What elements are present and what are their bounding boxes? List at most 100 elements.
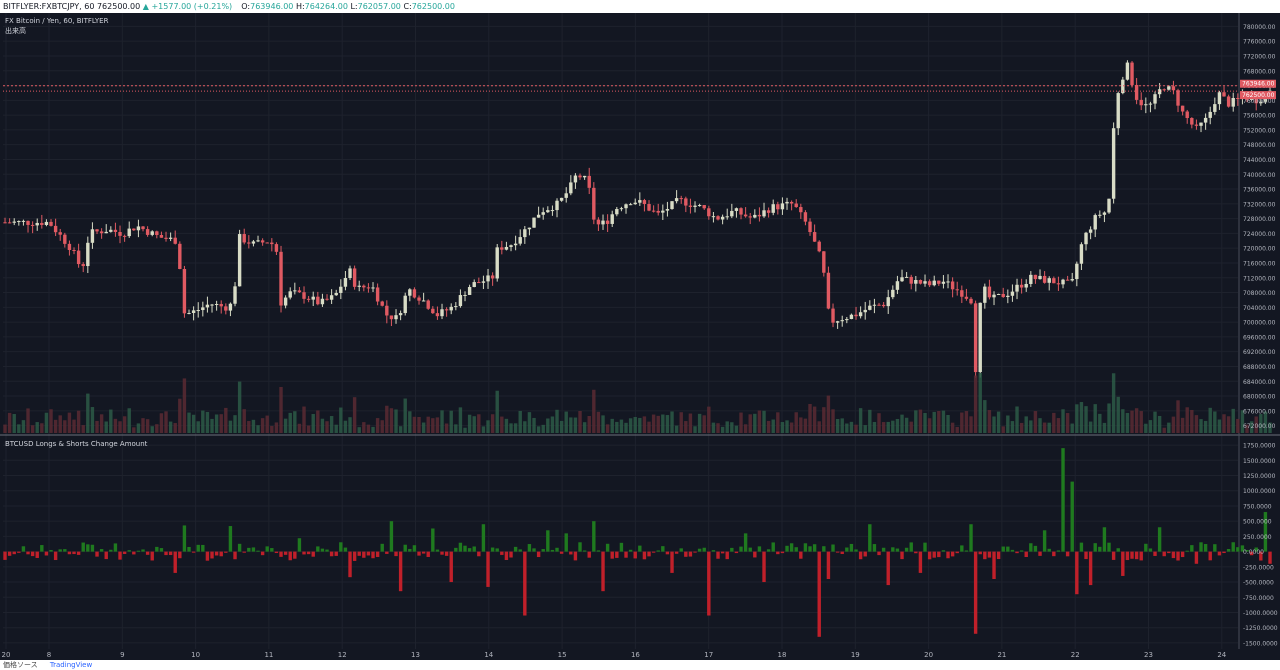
volume-bar	[1213, 411, 1217, 433]
volume-bar	[495, 390, 499, 433]
indicator-bar	[440, 551, 444, 555]
candle	[1194, 124, 1199, 126]
volume-bar	[274, 422, 279, 433]
candle	[858, 312, 863, 317]
candle	[141, 226, 145, 230]
price-badge-label: 763946.00	[1242, 81, 1275, 88]
candle	[394, 315, 398, 320]
chart-svg[interactable]: 780000.00776000.00772000.00768000.007640…	[0, 13, 1280, 660]
volume-bar	[610, 418, 614, 433]
volume-bar	[265, 415, 269, 433]
volume-bar	[1042, 422, 1047, 433]
indicator-bar	[559, 551, 564, 554]
volume-bar	[541, 424, 545, 433]
volume-bar	[633, 416, 637, 433]
candle	[647, 204, 651, 211]
chart-footer: 価格ソース TradingView	[0, 660, 1280, 670]
indicator-tick-label: 0.0000	[1243, 549, 1264, 556]
volume-bar	[854, 424, 858, 433]
indicator-bar	[398, 551, 403, 592]
candle	[1061, 279, 1065, 285]
candle	[334, 292, 338, 296]
volume-bar	[283, 418, 288, 433]
indicator-bar	[730, 547, 734, 552]
candle	[665, 209, 670, 211]
indicator-bar	[743, 533, 748, 552]
candle	[431, 308, 435, 314]
indicator-bar	[164, 551, 168, 556]
indicator-bar	[739, 546, 743, 552]
indicator-bar	[1185, 550, 1189, 552]
candle	[1065, 279, 1070, 281]
indicator-tick-label: -750.0000	[1243, 595, 1274, 602]
indicator-bar	[840, 551, 844, 555]
indicator-bar	[1176, 551, 1180, 561]
candle	[150, 231, 154, 235]
indicator-bar	[881, 547, 886, 552]
indicator-bar	[518, 549, 522, 552]
volume-bar	[1084, 406, 1088, 433]
volume-bar	[785, 420, 789, 433]
price-tick-label: 688000.00	[1243, 364, 1276, 371]
candle	[1213, 104, 1217, 112]
candle	[702, 205, 706, 209]
candle	[348, 268, 352, 279]
volume-bar	[918, 409, 923, 433]
indicator-bar	[3, 551, 7, 560]
volume-bar	[881, 422, 886, 433]
indicator-tick-label: -1000.0000	[1243, 610, 1278, 617]
volume-bar	[21, 420, 26, 433]
volume-bar	[270, 425, 274, 433]
candle	[467, 287, 472, 295]
candle	[63, 234, 67, 244]
indicator-bar	[1088, 551, 1093, 586]
candle	[270, 242, 274, 245]
volume-bar	[582, 422, 587, 433]
volume-bar	[1263, 411, 1268, 433]
volume-bar	[665, 415, 670, 433]
last-price: 762500.00	[96, 2, 141, 11]
candle	[1144, 104, 1148, 106]
indicator-bar	[628, 549, 633, 552]
volume-bar	[1148, 420, 1153, 433]
indicator-bar	[242, 551, 246, 553]
volume-bar	[697, 413, 702, 433]
candle	[891, 289, 895, 298]
candle	[1148, 103, 1153, 105]
indicator-bar	[95, 551, 99, 557]
candle	[799, 207, 803, 213]
indicator-bar	[7, 551, 12, 556]
indicator-bar	[1213, 544, 1217, 552]
indicator-bar	[431, 528, 435, 552]
indicator-bar	[799, 551, 803, 559]
candle	[201, 307, 205, 311]
indicator-bar	[532, 548, 536, 552]
indicator-bar	[1249, 551, 1254, 556]
candle	[656, 210, 660, 213]
volume-bar	[1107, 403, 1111, 433]
volume-bar	[1052, 412, 1056, 433]
volume-bar	[362, 422, 366, 433]
indicator-bar	[891, 547, 895, 552]
candle	[30, 224, 35, 226]
price-tick-label: 716000.00	[1243, 260, 1276, 267]
tradingview-logo[interactable]: TradingView	[49, 661, 93, 669]
volume-bar	[573, 417, 578, 433]
volume-bar	[408, 411, 412, 433]
indicator-bar	[624, 551, 628, 558]
chart-canvas[interactable]: 780000.00776000.00772000.00768000.007640…	[0, 13, 1280, 660]
candle	[1167, 86, 1171, 90]
x-tick-label: 22	[1071, 651, 1080, 659]
volume-bar	[260, 418, 265, 433]
indicator-bar	[435, 549, 440, 552]
x-tick-label: 15	[558, 651, 567, 659]
x-tick-label: 14	[484, 651, 493, 659]
price-tick-label: 780000.00	[1243, 24, 1276, 31]
candle	[739, 208, 743, 215]
price-change: ▲ +1577.00 (+0.21%)	[142, 2, 233, 11]
volume-bar	[444, 423, 449, 433]
volume-bar	[518, 410, 522, 433]
indicator-bar	[665, 551, 670, 555]
indicator-bar	[205, 551, 210, 561]
volume-bar	[1061, 409, 1065, 433]
